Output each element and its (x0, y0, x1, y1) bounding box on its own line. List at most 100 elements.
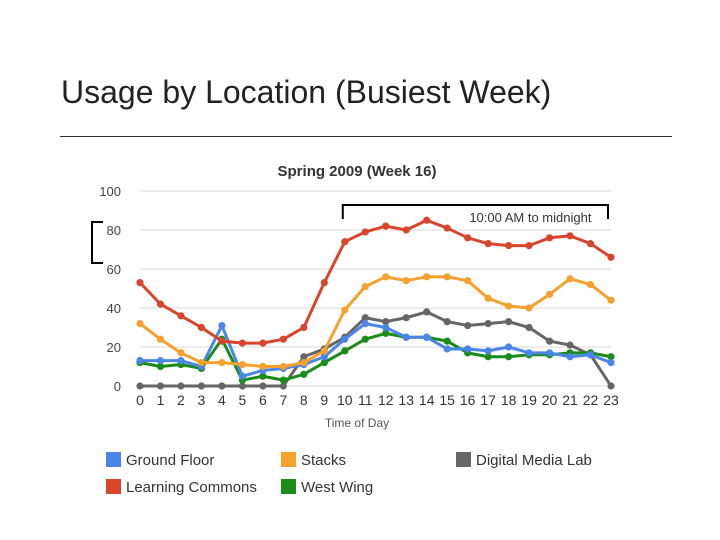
data-point-ground-floor[interactable] (484, 347, 492, 355)
data-point-digital-media-lab[interactable] (464, 321, 472, 330)
data-point-stacks[interactable] (423, 273, 431, 281)
data-point-ground-floor[interactable] (218, 321, 226, 330)
data-point-ground-floor[interactable] (443, 345, 451, 353)
data-point-digital-media-lab[interactable] (382, 318, 390, 326)
data-point-digital-media-lab[interactable] (423, 308, 431, 316)
data-point-west-wing[interactable] (341, 347, 349, 355)
data-point-stacks[interactable] (238, 360, 246, 369)
data-point-learning-commons[interactable] (402, 226, 410, 234)
legend[interactable]: Ground Floor Stacks Digital Media Lab Learn… (106, 452, 592, 496)
data-point-ground-floor[interactable] (607, 359, 615, 367)
legend-item-digital-media-lab[interactable]: Digital Media Lab (456, 452, 592, 469)
data-point-digital-media-lab[interactable] (484, 320, 492, 328)
data-point-learning-commons[interactable] (423, 216, 431, 224)
data-point-stacks[interactable] (607, 296, 615, 304)
data-point-west-wing[interactable] (156, 362, 165, 371)
data-point-learning-commons[interactable] (177, 312, 185, 320)
data-point-west-wing[interactable] (279, 376, 287, 384)
data-point-learning-commons[interactable] (136, 279, 144, 287)
data-point-west-wing[interactable] (382, 329, 390, 337)
data-point-stacks[interactable] (136, 320, 144, 328)
data-point-stacks[interactable] (443, 273, 451, 281)
data-point-learning-commons[interactable] (586, 240, 595, 248)
data-point-ground-floor[interactable] (341, 335, 349, 343)
data-point-digital-media-lab[interactable] (361, 314, 369, 322)
data-point-stacks[interactable] (300, 359, 308, 367)
data-point-learning-commons[interactable] (279, 335, 287, 343)
data-point-digital-media-lab[interactable] (443, 318, 451, 326)
data-point-ground-floor[interactable] (402, 333, 410, 341)
data-point-west-wing[interactable] (484, 353, 492, 361)
data-point-stacks[interactable] (402, 277, 410, 285)
data-point-stacks[interactable] (505, 302, 513, 310)
legend-item-ground-floor[interactable]: Ground Floor (106, 452, 214, 469)
data-point-digital-media-lab[interactable] (607, 382, 615, 390)
data-point-stacks[interactable] (156, 335, 165, 343)
data-point-learning-commons[interactable] (525, 242, 533, 250)
data-point-stacks[interactable] (341, 306, 349, 314)
data-point-west-wing[interactable] (259, 372, 267, 380)
data-point-stacks[interactable] (464, 277, 472, 285)
data-point-stacks[interactable] (484, 294, 492, 302)
data-point-learning-commons[interactable] (545, 234, 554, 242)
legend-item-learning-commons[interactable]: Learning Commons (106, 479, 257, 496)
data-point-stacks[interactable] (545, 290, 554, 298)
data-point-digital-media-lab[interactable] (505, 318, 513, 326)
data-point-ground-floor[interactable] (382, 323, 390, 332)
data-point-digital-media-lab[interactable] (259, 382, 267, 390)
data-point-stacks[interactable] (177, 349, 185, 357)
data-point-learning-commons[interactable] (464, 234, 472, 242)
data-point-digital-media-lab[interactable] (156, 382, 165, 390)
data-point-learning-commons[interactable] (484, 240, 492, 248)
data-point-stacks[interactable] (197, 359, 206, 367)
data-point-stacks[interactable] (320, 347, 328, 355)
data-point-stacks[interactable] (361, 282, 369, 291)
data-point-learning-commons[interactable] (197, 323, 206, 332)
data-point-learning-commons[interactable] (361, 228, 369, 236)
data-point-learning-commons[interactable] (218, 337, 226, 345)
data-point-learning-commons[interactable] (443, 224, 451, 232)
data-point-west-wing[interactable] (300, 370, 308, 378)
data-point-ground-floor[interactable] (136, 357, 144, 365)
data-point-ground-floor[interactable] (586, 351, 595, 359)
data-point-digital-media-lab[interactable] (402, 314, 410, 322)
data-point-digital-media-lab[interactable] (566, 341, 574, 349)
legend-item-stacks[interactable]: Stacks (281, 452, 346, 469)
data-point-learning-commons[interactable] (320, 279, 328, 287)
data-point-stacks[interactable] (525, 304, 533, 312)
data-point-digital-media-lab[interactable] (136, 382, 144, 390)
data-point-digital-media-lab[interactable] (238, 382, 246, 390)
data-point-learning-commons[interactable] (300, 323, 308, 332)
data-point-ground-floor[interactable] (566, 353, 574, 361)
data-point-stacks[interactable] (586, 281, 595, 289)
data-point-ground-floor[interactable] (320, 353, 328, 361)
data-point-ground-floor[interactable] (545, 349, 554, 357)
data-point-learning-commons[interactable] (566, 232, 574, 240)
data-point-ground-floor[interactable] (238, 372, 246, 380)
data-point-stacks[interactable] (218, 359, 226, 367)
data-point-ground-floor[interactable] (464, 345, 472, 353)
data-point-west-wing[interactable] (443, 337, 451, 345)
data-point-digital-media-lab[interactable] (218, 382, 226, 390)
data-point-stacks[interactable] (566, 275, 574, 283)
data-point-ground-floor[interactable] (423, 333, 431, 341)
data-point-ground-floor[interactable] (156, 357, 165, 365)
data-point-digital-media-lab[interactable] (177, 382, 185, 390)
data-point-west-wing[interactable] (361, 335, 369, 343)
data-point-learning-commons[interactable] (341, 238, 349, 246)
data-point-digital-media-lab[interactable] (300, 353, 308, 361)
data-point-learning-commons[interactable] (382, 222, 390, 230)
data-point-digital-media-lab[interactable] (525, 323, 533, 332)
data-point-learning-commons[interactable] (156, 300, 165, 308)
data-point-stacks[interactable] (259, 362, 267, 371)
data-point-west-wing[interactable] (505, 353, 513, 361)
data-point-ground-floor[interactable] (361, 320, 369, 328)
data-point-ground-floor[interactable] (505, 343, 513, 351)
data-point-stacks[interactable] (279, 362, 287, 371)
data-point-west-wing[interactable] (607, 353, 615, 361)
data-point-digital-media-lab[interactable] (279, 382, 287, 390)
data-point-ground-floor[interactable] (525, 349, 533, 357)
data-point-learning-commons[interactable] (238, 339, 246, 347)
legend-item-west-wing[interactable]: West Wing (281, 479, 373, 496)
data-point-learning-commons[interactable] (607, 253, 615, 261)
